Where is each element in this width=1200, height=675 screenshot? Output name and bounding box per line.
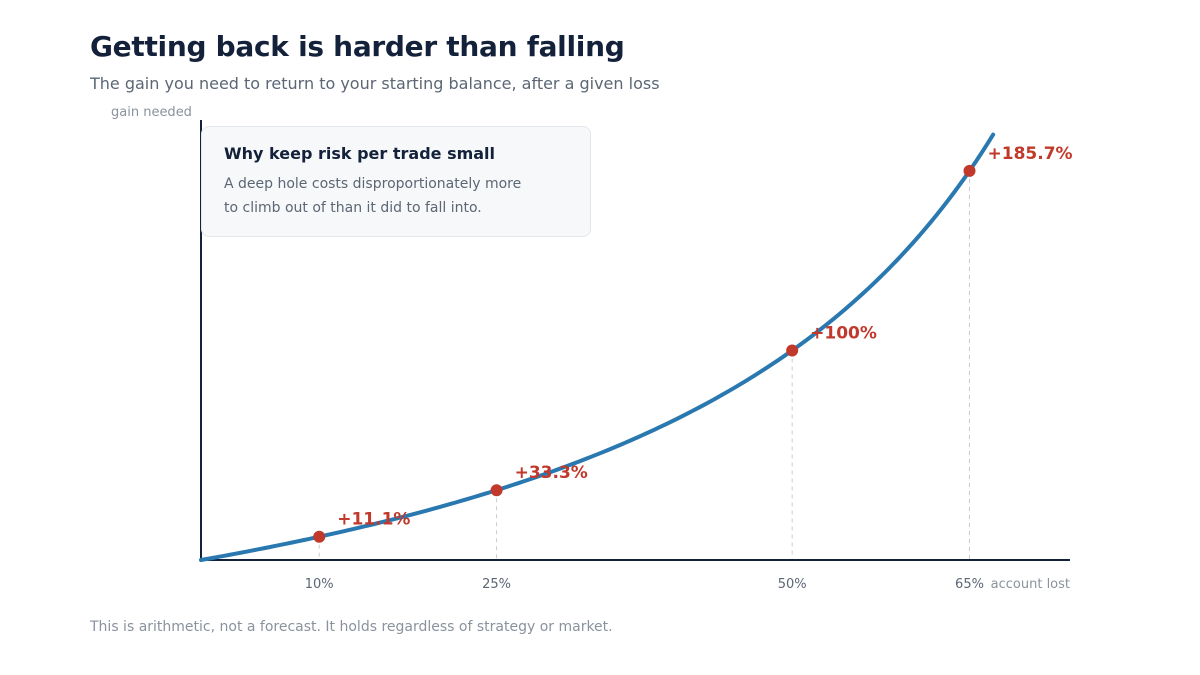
callout-body: A deep hole costs disproportionately mor… (224, 176, 522, 216)
x-tick-label: 50% (778, 577, 807, 592)
data-label: +11.1% (337, 510, 410, 530)
data-point (786, 344, 799, 357)
chart-subtitle: The gain you need to return to your star… (90, 74, 660, 93)
callout-title: Why keep risk per trade small (224, 144, 496, 163)
data-label: +100% (810, 323, 877, 343)
footnote: This is arithmetic, not a forecast. It h… (90, 619, 613, 635)
data-point (313, 530, 326, 543)
data-point (490, 484, 503, 497)
y-axis-label: gain needed (111, 105, 192, 120)
data-label: +33.3% (515, 463, 588, 483)
x-tick-label: 65% (955, 577, 984, 592)
x-tick-label: 25% (482, 577, 511, 592)
data-label: +185.7% (988, 144, 1073, 164)
x-tick-label: 10% (305, 577, 334, 592)
chart-title: Getting back is harder than falling (90, 30, 625, 63)
data-point (963, 164, 976, 177)
callout-box: Why keep risk per trade small A deep hol… (201, 126, 591, 237)
recovery-curve (199, 132, 996, 562)
x-axis-label: account lost (991, 577, 1070, 592)
